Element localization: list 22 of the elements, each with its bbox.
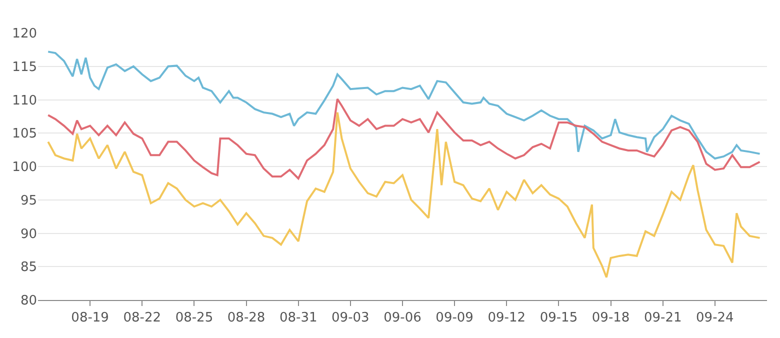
y-tick-label: 90 (20, 226, 37, 242)
x-tick-label: 08-28 (227, 310, 266, 326)
x-tick-label: 08-22 (123, 310, 162, 326)
x-tick-label: 09-09 (436, 310, 474, 326)
x-tick-label: 09-21 (644, 310, 682, 326)
x-tick-label: 08-25 (175, 310, 214, 326)
x-tick-label: 09-03 (332, 310, 370, 326)
y-tick-label: 110 (12, 93, 37, 108)
y-tick-label: 120 (12, 26, 37, 42)
y-tick-label: 95 (20, 193, 37, 208)
y-tick-label: 85 (20, 260, 37, 276)
x-tick-label: 09-12 (488, 310, 526, 326)
x-tick-label: 08-19 (71, 310, 109, 326)
y-tick-label: 115 (12, 60, 37, 75)
y-tick-label: 100 (12, 160, 37, 176)
x-tick-label: 09-06 (384, 310, 422, 326)
x-tick-label: 09-24 (696, 310, 734, 326)
y-tick-label: 105 (12, 126, 37, 142)
x-tick-label: 09-15 (540, 310, 578, 326)
x-tick-label: 08-31 (279, 310, 318, 326)
x-tick-label: 09-18 (592, 310, 630, 326)
y-tick-label: 80 (20, 294, 37, 309)
